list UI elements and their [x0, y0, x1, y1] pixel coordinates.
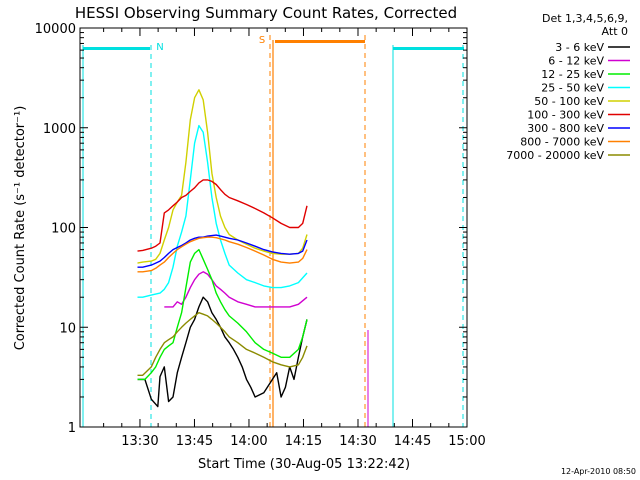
y-tick-label: 10 — [59, 321, 76, 336]
flag-label-n: N — [156, 42, 163, 53]
series-line — [137, 312, 308, 376]
series-line — [137, 124, 308, 298]
y-tick-label: 1 — [68, 421, 76, 436]
legend-label: 100 - 300 keV — [527, 109, 604, 122]
series-lines — [137, 89, 308, 408]
series-line — [137, 234, 308, 268]
legend-header: Att 0 — [602, 25, 628, 38]
series-line — [137, 89, 308, 264]
legend-label: 3 - 6 keV — [555, 41, 604, 54]
y-axis: 1 10 100 1000 10000 — [35, 22, 467, 436]
x-axis: 13:30 13:45 14:00 14:15 14:30 14:45 15:00 — [103, 28, 486, 449]
y-axis-label: Corrected Count Rate (s⁻¹ detector⁻¹) — [13, 106, 28, 351]
legend-label: 7000 - 20000 keV — [506, 149, 604, 162]
series-line — [137, 248, 308, 381]
x-tick-label: 14:45 — [394, 434, 431, 449]
flag-bar-n — [393, 47, 464, 50]
timestamp: 12-Apr-2010 08:50 — [561, 467, 636, 476]
x-tick-label: 14:30 — [339, 434, 376, 449]
flag-bars: NS — [83, 35, 464, 53]
x-tick-label: 13:45 — [176, 434, 213, 449]
vertical-markers — [82, 35, 464, 427]
flag-label-s: S — [259, 35, 265, 46]
x-tick-label: 14:15 — [285, 434, 322, 449]
series-line — [137, 179, 308, 252]
flag-bar-n — [83, 47, 150, 50]
y-tick-label: 10000 — [35, 22, 76, 37]
x-tick-label: 14:00 — [230, 434, 267, 449]
legend-label: 800 - 7000 keV — [520, 136, 604, 149]
legend-label: 300 - 800 keV — [527, 122, 604, 135]
legend-header: Det 1,3,4,5,6,9, — [542, 12, 628, 25]
series-line — [164, 271, 308, 308]
legend-label: 6 - 12 keV — [548, 55, 604, 68]
legend-label: 12 - 25 keV — [541, 68, 604, 81]
x-tick-label: 13:30 — [121, 434, 158, 449]
y-tick-label: 1000 — [43, 122, 76, 137]
x-tick-label: 15:00 — [448, 434, 485, 449]
legend-label: 25 - 50 keV — [541, 82, 604, 95]
legend-label: 50 - 100 keV — [534, 95, 604, 108]
x-axis-label: Start Time (30-Aug-05 13:22:42) — [198, 457, 410, 472]
y-tick-label: 100 — [51, 222, 76, 237]
series-line — [137, 236, 308, 273]
chart-title: HESSI Observing Summary Count Rates, Cor… — [75, 4, 457, 22]
flag-bar-s — [275, 40, 365, 43]
